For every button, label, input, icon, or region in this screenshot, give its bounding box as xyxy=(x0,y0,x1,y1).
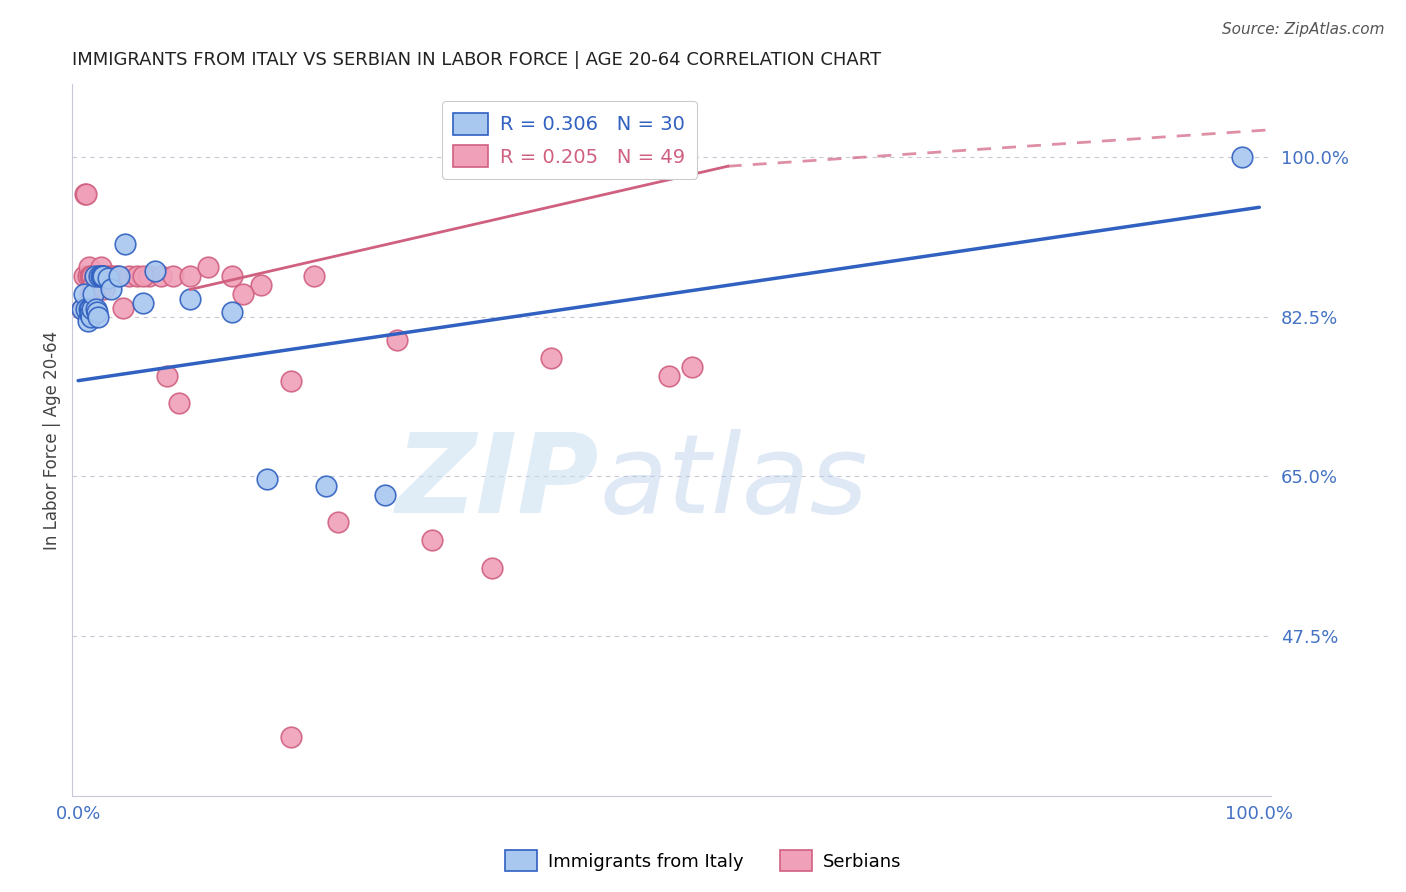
Point xyxy=(540,351,562,365)
Point xyxy=(167,396,190,410)
Point xyxy=(82,268,104,283)
Point xyxy=(481,560,503,574)
Point xyxy=(681,359,703,374)
Legend: Immigrants from Italy, Serbians: Immigrants from Italy, Serbians xyxy=(498,843,908,879)
Point xyxy=(80,268,103,283)
Point xyxy=(70,302,93,317)
Point xyxy=(179,268,201,283)
Point xyxy=(79,287,101,301)
Point xyxy=(149,268,172,283)
Point xyxy=(89,268,111,283)
Point xyxy=(156,369,179,384)
Point xyxy=(326,515,349,529)
Text: ZIP: ZIP xyxy=(396,429,600,536)
Point xyxy=(83,268,105,283)
Point xyxy=(138,268,160,283)
Point xyxy=(197,260,219,274)
Point xyxy=(75,302,97,317)
Text: Source: ZipAtlas.com: Source: ZipAtlas.com xyxy=(1222,22,1385,37)
Point xyxy=(75,186,97,201)
Point xyxy=(76,268,98,283)
Point xyxy=(103,268,125,283)
Point xyxy=(82,287,104,301)
Point xyxy=(82,302,104,317)
Point xyxy=(97,270,120,285)
Point xyxy=(111,301,134,315)
Point xyxy=(143,264,166,278)
Point xyxy=(374,488,396,502)
Point xyxy=(132,296,155,310)
Point xyxy=(114,236,136,251)
Point xyxy=(90,268,112,283)
Point xyxy=(304,268,326,283)
Point xyxy=(89,268,111,283)
Point xyxy=(76,314,98,328)
Point xyxy=(77,260,100,274)
Point xyxy=(79,268,101,283)
Point xyxy=(82,277,104,292)
Point xyxy=(73,268,96,283)
Point xyxy=(80,310,103,324)
Point xyxy=(90,268,112,283)
Point xyxy=(91,268,114,283)
Point xyxy=(73,287,96,301)
Point xyxy=(90,260,112,274)
Point xyxy=(86,282,108,296)
Point xyxy=(87,268,110,283)
Point xyxy=(77,302,100,317)
Point xyxy=(84,268,107,283)
Point xyxy=(84,302,107,317)
Point xyxy=(93,282,115,296)
Point xyxy=(221,305,243,319)
Point xyxy=(250,277,273,292)
Point xyxy=(162,268,184,283)
Point xyxy=(100,268,122,283)
Point xyxy=(91,268,114,283)
Point xyxy=(83,268,105,283)
Point xyxy=(1230,150,1253,164)
Point xyxy=(108,268,131,283)
Point xyxy=(658,369,681,384)
Point xyxy=(280,374,302,388)
Point xyxy=(315,478,337,492)
Point xyxy=(100,282,122,296)
Point xyxy=(75,186,97,201)
Point xyxy=(385,333,408,347)
Point xyxy=(72,302,94,317)
Point xyxy=(132,268,155,283)
Point xyxy=(97,268,120,283)
Y-axis label: In Labor Force | Age 20-64: In Labor Force | Age 20-64 xyxy=(44,330,60,549)
Text: atlas: atlas xyxy=(600,429,869,536)
Point xyxy=(221,268,243,283)
Point xyxy=(90,268,112,283)
Point xyxy=(179,292,201,306)
Point xyxy=(422,533,444,548)
Point xyxy=(87,310,110,324)
Point xyxy=(105,268,128,283)
Point xyxy=(118,268,141,283)
Point xyxy=(280,731,302,745)
Point xyxy=(232,287,254,301)
Point xyxy=(127,268,149,283)
Point xyxy=(79,302,101,317)
Point xyxy=(70,302,93,317)
Text: IMMIGRANTS FROM ITALY VS SERBIAN IN LABOR FORCE | AGE 20-64 CORRELATION CHART: IMMIGRANTS FROM ITALY VS SERBIAN IN LABO… xyxy=(72,51,882,69)
Legend: R = 0.306   N = 30, R = 0.205   N = 49: R = 0.306 N = 30, R = 0.205 N = 49 xyxy=(441,101,697,179)
Point xyxy=(256,472,278,486)
Point xyxy=(79,307,101,321)
Point xyxy=(86,305,108,319)
